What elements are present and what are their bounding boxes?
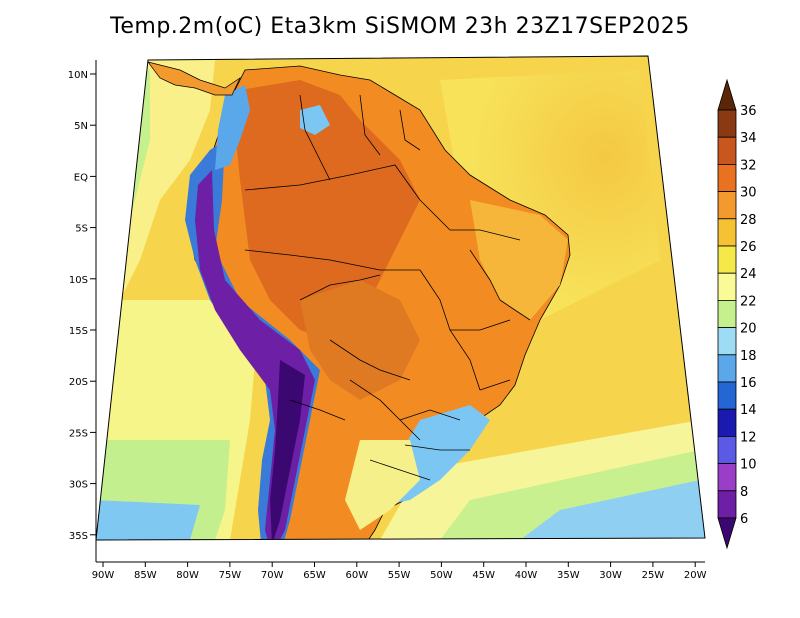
colorbar-segment (717, 191, 737, 220)
colorbar-level-label: 34 (740, 131, 757, 146)
lon-tick-label: 60W (345, 570, 368, 581)
lon-tick-label: 90W (92, 570, 115, 581)
colorbar-level-label: 28 (740, 213, 757, 228)
colorbar-level-label: 32 (740, 158, 757, 173)
lon-tick-label: 55W (388, 570, 411, 581)
colorbar-segment (717, 109, 737, 138)
lon-tick-label: 85W (134, 570, 157, 581)
lon-tick-label: 30W (599, 570, 622, 581)
colorbar-level-label: 36 (740, 104, 757, 119)
lat-tick-label: 5N (74, 121, 88, 132)
lon-tick-label: 50W (430, 570, 453, 581)
northeast-cooler (470, 200, 568, 320)
guiana-blue (300, 105, 330, 135)
colorbar-level-label: 14 (740, 403, 757, 418)
lat-tick-label: 30S (69, 480, 88, 491)
colorbar-level-label: 22 (740, 294, 757, 309)
colorbar-level-label: 8 (740, 485, 748, 500)
andes-coldest (270, 360, 305, 540)
colorbar-level-label: 16 (740, 376, 757, 391)
lat-tick-label: 10N (68, 70, 88, 81)
map-area (96, 56, 705, 540)
lat-tick-label: 35S (69, 531, 88, 542)
colorbar-segment (717, 272, 737, 301)
land-hot-south (300, 280, 420, 400)
lon-tick-label: 40W (515, 570, 538, 581)
lon-tick-label: 70W (261, 570, 284, 581)
colorbar-level-label: 12 (740, 430, 757, 445)
colorbar-segment (717, 218, 737, 247)
country-borders (244, 94, 531, 481)
lon-tick-label: 80W (176, 570, 199, 581)
lat-tick-label: 20S (69, 377, 88, 388)
colorbar-level-label: 20 (740, 322, 757, 337)
longitude-axis: 90W 85W 80W 75W 70W 65W 60W 55W 50W 45W 40W 35W 30W 2… (92, 562, 707, 581)
lon-tick-label: 20W (684, 570, 707, 581)
colorbar-segment (717, 299, 737, 328)
northern-andes (215, 85, 250, 170)
lat-tick-label: EQ (74, 172, 88, 183)
colorbar-top-arrow (717, 78, 737, 111)
south-cool-yellow (345, 440, 420, 530)
colorbar-segment (717, 408, 737, 437)
colorbar-level-label: 6 (740, 512, 748, 527)
latitude-axis: 10N 5N EQ 5S 10S 15S 20S 25S 30S 35S (68, 70, 96, 542)
lon-tick-label: 25W (642, 570, 665, 581)
lon-tick-label: 65W (303, 570, 326, 581)
colorbar-level-label: 18 (740, 349, 757, 364)
chart-title: Temp.2m(oC) Eta3km SiSMOM 23h 23Z17SEP20… (110, 14, 690, 39)
colorbar-level-label: 26 (740, 240, 757, 255)
colorbar-level-label: 24 (740, 267, 757, 282)
colorbar-segment (717, 381, 737, 410)
colorbar-bottom-arrow (717, 517, 737, 550)
lat-tick-label: 5S (75, 224, 88, 235)
land-hot-interior (235, 80, 420, 340)
lat-tick-label: 15S (69, 326, 88, 337)
lon-tick-label: 45W (472, 570, 495, 581)
lat-tick-label: 10S (69, 275, 88, 286)
map-frame (95, 55, 706, 541)
lat-tick-label: 25S (69, 428, 88, 439)
central-america (147, 61, 241, 96)
colorbar-segment (717, 136, 737, 165)
colorbar-segment (717, 354, 737, 383)
colorbar: 36 34 32 30 28 26 24 22 20 18 16 14 12 10 8 6 (717, 78, 757, 550)
colorbar-segment (717, 163, 737, 192)
colorbar-segment (717, 490, 737, 519)
lon-tick-label: 35W (557, 570, 580, 581)
colorbar-segment (717, 327, 737, 356)
colorbar-segment (717, 463, 737, 492)
colorbar-segment (717, 245, 737, 274)
pacific-south-cold (96, 500, 200, 540)
colorbar-segment (717, 435, 737, 464)
atlantic-south-blue (520, 480, 705, 540)
colorbar-level-label: 10 (740, 458, 757, 473)
lon-tick-label: 75W (219, 570, 242, 581)
colorbar-level-label: 30 (740, 186, 757, 201)
